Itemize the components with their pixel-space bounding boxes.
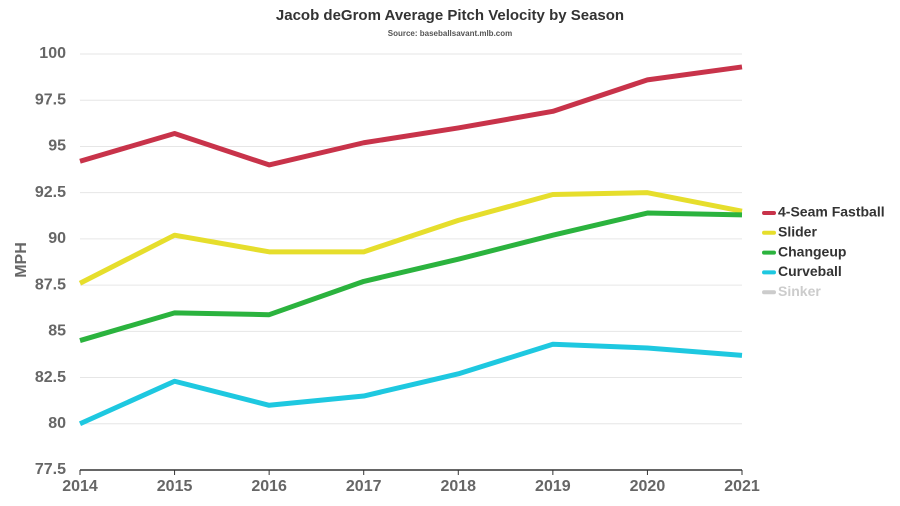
- x-tick-label: 2019: [535, 478, 571, 495]
- series-line: [78, 190, 743, 286]
- y-axis-label: MPH: [13, 242, 30, 278]
- legend-label: 4-Seam Fastball: [778, 204, 885, 220]
- y-tick-label: 82.5: [35, 369, 66, 386]
- y-tick-label: 77.5: [35, 461, 66, 478]
- y-tick-label: 100: [39, 45, 66, 62]
- legend-label: Slider: [778, 224, 817, 240]
- legend-label: Curveball: [778, 263, 842, 279]
- series-line: [79, 210, 743, 343]
- x-tick-label: 2018: [440, 478, 476, 495]
- legend-label: Changeup: [778, 243, 846, 259]
- legend-label: Sinker: [778, 283, 821, 299]
- y-tick-label: 90: [48, 230, 66, 247]
- x-tick-label: 2021: [724, 478, 760, 495]
- chart-title: Jacob deGrom Average Pitch Velocity by S…: [276, 7, 624, 24]
- x-tick-label: 2017: [346, 478, 382, 495]
- y-tick-label: 85: [48, 323, 66, 340]
- chart-subtitle: Source: baseballsavant.mlb.com: [388, 29, 513, 38]
- y-tick-label: 87.5: [35, 276, 66, 293]
- x-tick-label: 2016: [251, 478, 287, 495]
- y-tick-label: 92.5: [35, 184, 66, 201]
- x-tick-label: 2014: [62, 478, 98, 495]
- y-tick-label: 95: [48, 138, 66, 155]
- y-tick-label: 80: [48, 415, 66, 432]
- y-tick-label: 97.5: [35, 91, 66, 108]
- series-line: [78, 341, 743, 427]
- x-tick-label: 2020: [630, 478, 666, 495]
- series-line: [79, 64, 743, 168]
- x-tick-label: 2015: [157, 478, 193, 495]
